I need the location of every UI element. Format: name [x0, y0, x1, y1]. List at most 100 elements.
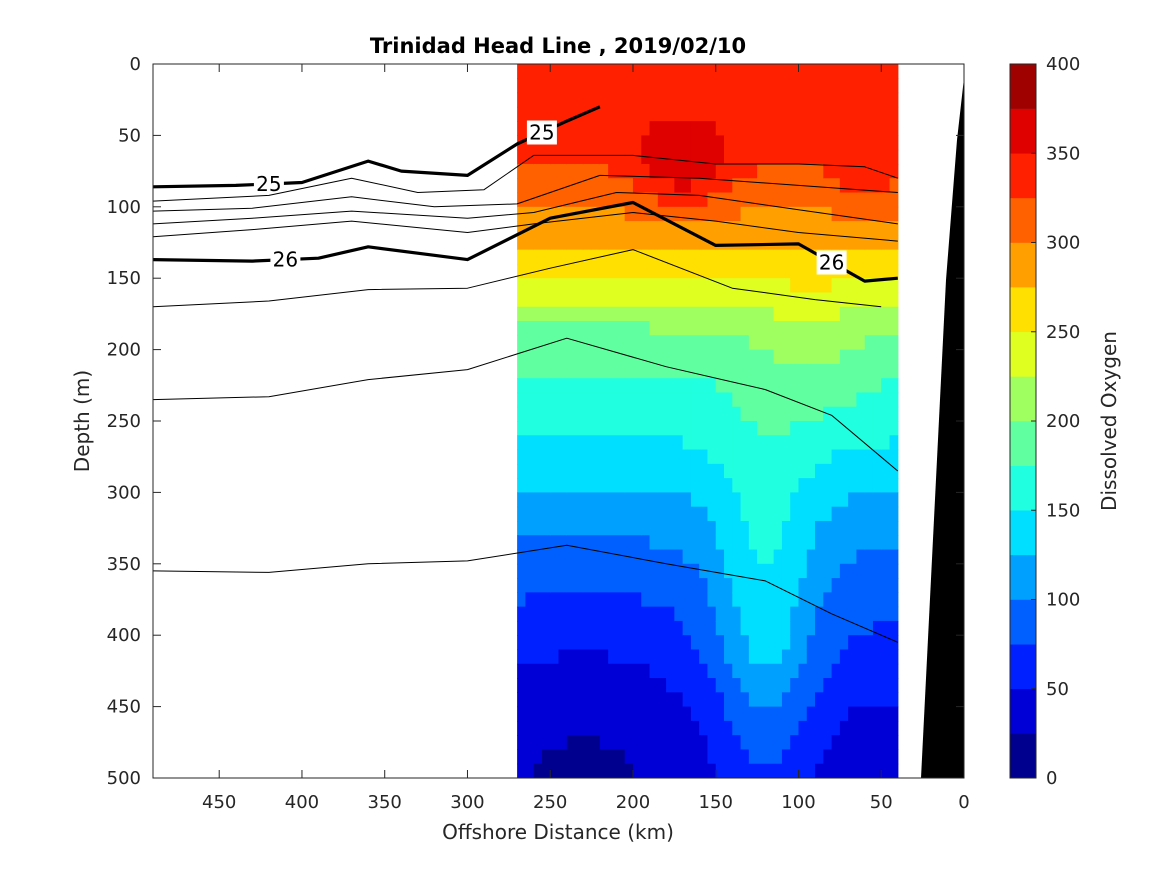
- oxygen-cell: [583, 378, 593, 394]
- oxygen-cell: [773, 335, 783, 351]
- oxygen-cell: [616, 735, 626, 751]
- oxygen-cell: [657, 135, 667, 151]
- oxygen-cell: [732, 492, 742, 508]
- oxygen-cell: [715, 463, 725, 479]
- oxygen-cell: [608, 335, 618, 351]
- oxygen-cell: [690, 392, 700, 408]
- oxygen-cell: [773, 321, 783, 336]
- oxygen-cell: [699, 192, 709, 208]
- oxygen-cell: [608, 64, 618, 79]
- oxygen-cell: [674, 592, 684, 608]
- oxygen-cell: [591, 92, 601, 108]
- oxygen-cell: [616, 278, 626, 294]
- oxygen-cell: [856, 64, 866, 79]
- oxygen-cell: [872, 363, 882, 379]
- oxygen-cell: [517, 435, 526, 451]
- oxygen-cell: [781, 478, 791, 493]
- oxygen-cell: [823, 378, 833, 394]
- oxygen-cell: [790, 221, 800, 236]
- oxygen-cell: [848, 235, 858, 251]
- oxygen-cell: [599, 492, 609, 508]
- oxygen-cell: [558, 692, 568, 708]
- oxygen-cell: [831, 221, 841, 236]
- oxygen-cell: [798, 292, 808, 308]
- oxygen-cell: [798, 106, 808, 122]
- oxygen-cell: [823, 121, 833, 136]
- oxygen-cell: [773, 720, 783, 736]
- oxygen-cell: [608, 735, 618, 751]
- oxygen-cell: [541, 706, 551, 722]
- oxygen-cell: [856, 535, 866, 551]
- oxygen-cell: [748, 135, 758, 151]
- oxygen-cell: [848, 463, 858, 479]
- oxygen-cell: [715, 578, 725, 593]
- oxygen-cell: [715, 620, 725, 636]
- colorbar-band: [1010, 242, 1036, 288]
- oxygen-cell: [541, 378, 551, 394]
- oxygen-cell: [591, 235, 601, 251]
- oxygen-cell: [550, 492, 560, 508]
- oxygen-cell: [657, 163, 667, 179]
- oxygen-cell: [575, 735, 584, 751]
- oxygen-cell: [533, 592, 543, 608]
- oxygen-cell: [823, 64, 833, 79]
- oxygen-cell: [558, 649, 568, 665]
- oxygen-cell: [566, 221, 576, 236]
- oxygen-cell: [591, 663, 601, 679]
- oxygen-cell: [550, 278, 560, 294]
- colorbar-band: [1010, 733, 1036, 779]
- colorbar-band: [1010, 465, 1036, 511]
- oxygen-cell: [541, 520, 551, 536]
- oxygen-cell: [649, 549, 659, 565]
- oxygen-cell: [641, 121, 651, 136]
- oxygen-cell: [608, 235, 618, 251]
- oxygen-cell: [790, 520, 800, 536]
- oxygen-cell: [608, 678, 618, 693]
- oxygen-cell: [591, 78, 601, 94]
- oxygen-cell: [773, 492, 783, 508]
- oxygen-cell: [690, 221, 700, 236]
- oxygen-cell: [856, 321, 866, 336]
- oxygen-cell: [790, 206, 800, 222]
- oxygen-cell: [624, 763, 634, 778]
- oxygen-cell: [632, 520, 642, 536]
- oxygen-cell: [748, 192, 758, 208]
- oxygen-cell: [525, 492, 535, 508]
- oxygen-cell: [781, 321, 791, 336]
- oxygen-cell: [599, 178, 609, 194]
- oxygen-cell: [839, 535, 849, 551]
- oxygen-cell: [781, 592, 791, 608]
- oxygen-cell: [839, 692, 849, 708]
- oxygen-cell: [525, 263, 535, 279]
- oxygen-cell: [632, 735, 642, 751]
- oxygen-cell: [839, 321, 849, 336]
- oxygen-cell: [566, 321, 576, 336]
- oxygen-cell: [864, 363, 874, 379]
- oxygen-cell: [533, 606, 543, 622]
- oxygen-cell: [591, 449, 601, 465]
- oxygen-cell: [657, 592, 667, 608]
- oxygen-cell: [839, 278, 849, 294]
- oxygen-cell: [798, 92, 808, 108]
- oxygen-cell: [649, 706, 659, 722]
- colorbar-tick-label: 50: [1046, 679, 1069, 700]
- oxygen-cell: [641, 335, 651, 351]
- oxygen-cell: [699, 449, 709, 465]
- oxygen-cell: [748, 535, 758, 551]
- oxygen-cell: [641, 478, 651, 493]
- oxygen-cell: [566, 592, 576, 608]
- oxygen-cell: [533, 306, 543, 322]
- oxygen-cell: [724, 392, 733, 408]
- oxygen-cell: [682, 335, 692, 351]
- oxygen-cell: [674, 135, 684, 151]
- oxygen-cell: [674, 706, 684, 722]
- oxygen-cell: [641, 649, 651, 665]
- oxygen-cell: [649, 306, 659, 322]
- oxygen-cell: [831, 635, 841, 651]
- oxygen-cell: [872, 178, 882, 194]
- oxygen-cell: [541, 635, 551, 651]
- oxygen-cell: [848, 106, 858, 122]
- oxygen-cell: [848, 121, 858, 136]
- oxygen-cell: [856, 421, 866, 436]
